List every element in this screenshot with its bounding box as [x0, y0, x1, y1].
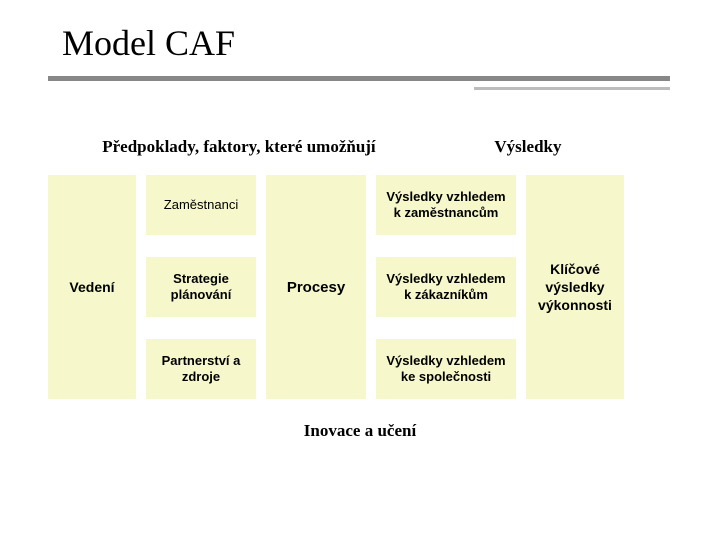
header-results: Výsledky — [398, 137, 658, 157]
header-enablers: Předpoklady, faktory, které umožňují — [80, 137, 398, 157]
box-vedeni: Vedení — [48, 175, 136, 399]
column-results-middle: Výsledky vzhledem k zaměstnancům Výsledk… — [376, 175, 516, 399]
caf-diagram: Vedení Zaměstnanci Strategie plánování P… — [48, 175, 672, 399]
box-strategie: Strategie plánování — [146, 257, 256, 317]
box-klicove-vysledky: Klíčové výsledky výkonnosti — [526, 175, 624, 399]
section-headers: Předpoklady, faktory, které umožňují Výs… — [0, 137, 720, 157]
box-zamestnanci: Zaměstnanci — [146, 175, 256, 235]
title-underline — [48, 76, 670, 81]
box-partnerstvi: Partnerství a zdroje — [146, 339, 256, 399]
title-underline-accent — [474, 87, 670, 90]
box-vysledky-zakaznici: Výsledky vzhledem k zákazníkům — [376, 257, 516, 317]
box-procesy: Procesy — [266, 175, 366, 399]
box-vysledky-zamestnanci: Výsledky vzhledem k zaměstnancům — [376, 175, 516, 235]
box-vysledky-spolecnost: Výsledky vzhledem ke společnosti — [376, 339, 516, 399]
column-enablers-middle: Zaměstnanci Strategie plánování Partners… — [146, 175, 256, 399]
page-title: Model CAF — [0, 0, 720, 68]
footer-inovace: Inovace a učení — [0, 421, 720, 441]
